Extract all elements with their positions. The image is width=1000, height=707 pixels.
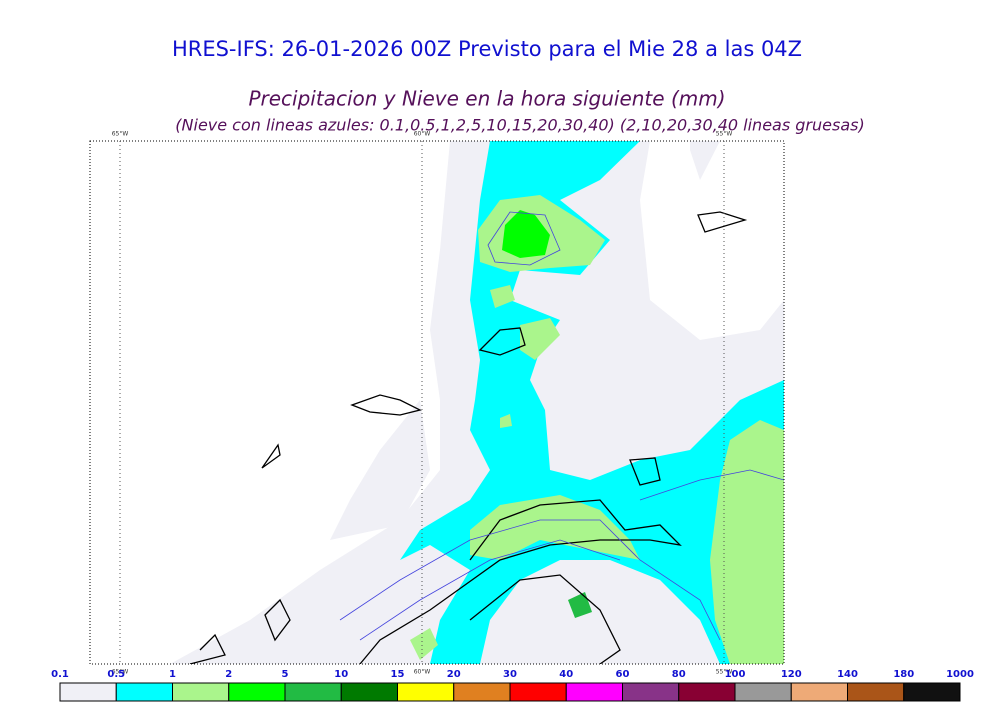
green-precip (500, 414, 512, 428)
colorbar-label: 80 (672, 669, 686, 680)
longitude-label: 60°W (414, 131, 431, 138)
colorbar-label: 30 (503, 669, 517, 680)
colorbar-label: 180 (893, 669, 914, 680)
colorbar-swatch (284, 682, 342, 702)
colorbar-label: 0.5 (107, 669, 125, 680)
coastline (469, 574, 621, 664)
snow-contour (639, 469, 784, 501)
note: (Nieve con lineas azules: 0.1,0.5,1,2,5,… (175, 116, 864, 135)
colorbar-label: 10 (334, 669, 348, 680)
bright-green-precip (502, 210, 550, 258)
colorbar-swatch (790, 682, 848, 702)
light-precip (690, 141, 720, 180)
colorbar-label: 5 (282, 669, 289, 680)
colorbar-swatch (509, 682, 567, 702)
colorbar-swatch (340, 682, 398, 702)
green-precip (490, 285, 515, 308)
map: 65°W 60°W 55°W 65°W 60°W 55°W (89, 131, 785, 676)
colorbar-label: 1 (169, 669, 176, 680)
map-frame (89, 140, 785, 665)
colorbar-swatch (903, 682, 961, 702)
coastline (189, 633, 226, 664)
light-precip (330, 400, 430, 540)
green-precip (710, 420, 784, 664)
colorbar-swatch (678, 682, 736, 702)
green-precip (410, 628, 438, 660)
longitude-label: 65°W (112, 131, 129, 138)
colorbar-swatch (397, 682, 455, 702)
longitude-label: 55°W (716, 131, 733, 138)
colorbar-swatch (172, 682, 230, 702)
colorbar-swatch (59, 682, 117, 702)
colorbar-swatch (622, 682, 680, 702)
coastline (478, 327, 526, 356)
colorbar-swatch (847, 682, 905, 702)
colorbar-label: 140 (837, 669, 858, 680)
colorbar-label: 2 (225, 669, 232, 680)
colorbar-label: 100 (725, 669, 746, 680)
snow-contour (487, 211, 561, 266)
coastline (629, 457, 661, 486)
colorbar-label: 40 (559, 669, 573, 680)
green-precip (520, 318, 560, 360)
coastline (697, 211, 748, 233)
longitude-label: 65°W (112, 669, 129, 676)
colorbar-label: 60 (616, 669, 630, 680)
subtitle: Precipitacion y Nieve en la hora siguien… (248, 87, 725, 111)
colorbar-label: 1000 (946, 669, 974, 680)
snow-contour (359, 539, 621, 641)
colorbar: 0.1 0.5 1 2 5 10 15 20 30 40 60 80 100 120 140 180 1000 (51, 669, 974, 702)
colorbar-swatch (228, 682, 286, 702)
colorbar-label: 0.1 (51, 669, 69, 680)
longitude-label: 55°W (716, 669, 733, 676)
green-precip (470, 495, 640, 560)
snow-contour (339, 519, 721, 641)
colorbar-swatch (734, 682, 792, 702)
longitude-label: 60°W (414, 669, 431, 676)
coastline (350, 394, 422, 416)
colorbar-label: 20 (447, 669, 461, 680)
coastline (359, 499, 682, 664)
colorbar-swatch (565, 682, 623, 702)
coastline (264, 598, 291, 642)
colorbar-swatch (453, 682, 511, 702)
colorbar-label: 120 (781, 669, 802, 680)
colorbar-label: 15 (391, 669, 405, 680)
title: HRES-IFS: 26-01-2026 00Z Previsto para e… (172, 37, 802, 61)
coastline (261, 443, 281, 469)
colorbar-swatch (115, 682, 173, 702)
